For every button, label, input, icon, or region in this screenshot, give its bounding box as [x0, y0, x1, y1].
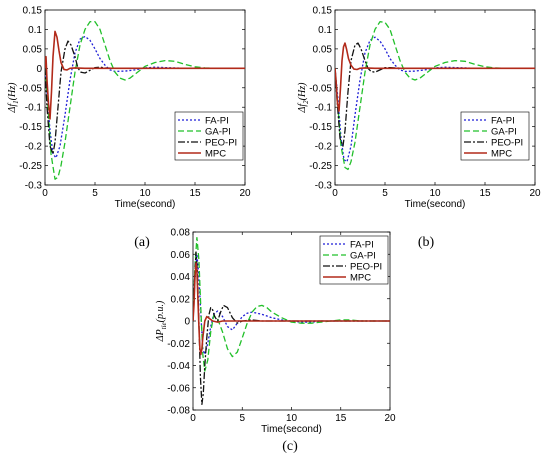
x-tick-label: 0: [332, 188, 338, 199]
y-tick-label: 0: [326, 64, 332, 75]
y-tick-label: -0.02: [167, 339, 190, 350]
y-tick-label: 0: [36, 64, 42, 75]
caption-b: (b): [418, 235, 435, 250]
y-axis-label: ΔPtie(p.u.): [155, 300, 168, 342]
y-tick-label: 0.1: [28, 25, 42, 36]
y-tick-label: -0.2: [315, 142, 333, 153]
series-group: [335, 21, 535, 171]
y-tick-label: -0.15: [309, 122, 332, 133]
x-tick-label: 10: [286, 413, 298, 424]
y-tick-label: -0.25: [19, 161, 42, 172]
x-tick-label: 10: [139, 188, 151, 199]
y-axis-label: Δf1(Hz): [7, 82, 20, 114]
legend-label: GA-PI: [350, 251, 376, 262]
legend-label: PEO-PI: [205, 138, 237, 149]
x-tick-label: 0: [190, 413, 196, 424]
y-tick-label: 0.15: [23, 6, 43, 17]
series-line-fa-pi: [45, 35, 245, 159]
x-tick-label: 5: [239, 413, 245, 424]
y-tick-label: -0.1: [315, 103, 333, 114]
x-tick-label: 20: [384, 413, 396, 424]
series-line-mpc: [45, 30, 245, 120]
chart-panel-b: 0 5 10 15 20 0.15 0.1 0.05 0 -0.05 -0.1 -0.15 -0.2 -0…: [297, 6, 541, 211]
y-tick-label: 0.06: [171, 250, 191, 261]
chart-panel-a: 0 5 10 15 20 0.15 0.1 0.05 0 -0.05 -0.1 -0.15 -0.2 -0…: [7, 6, 251, 211]
series-group: [45, 21, 245, 180]
y-tick-label: 0.04: [171, 272, 191, 283]
y-tick-label: -0.1: [25, 103, 43, 114]
chart-panel-c: 0 5 10 15 20 0.08 0.06 0.04 0.02 0 -0.02 -0.04 -0.06…: [155, 228, 396, 436]
y-tick-label: -0.05: [19, 83, 42, 94]
x-tick-label: 20: [239, 188, 251, 199]
y-tick-label: 0.08: [171, 228, 191, 239]
y-tick-label: -0.3: [315, 181, 333, 192]
legend-label: GA-PI: [205, 127, 231, 138]
x-axis-label: Time(second): [115, 199, 176, 210]
series-line-ga-pi: [45, 21, 245, 180]
x-axis-label: Time(second): [261, 424, 322, 435]
x-axis-label: Time(second): [405, 199, 466, 210]
series-line-ga-pi: [335, 21, 535, 171]
legend-label: MPC: [205, 149, 226, 160]
legend-label: PEO-PI: [350, 262, 382, 273]
legend-label: FA-PI: [205, 116, 229, 127]
legend-label: MPC: [491, 149, 512, 160]
x-tick-label: 5: [92, 188, 98, 199]
y-tick-label: 0.15: [313, 6, 333, 17]
series-line-mpc: [193, 262, 390, 356]
x-tick-label: 5: [382, 188, 388, 199]
x-tick-label: 15: [479, 188, 491, 199]
y-tick-label: -0.08: [167, 406, 190, 417]
y-axis-label: Δf2(Hz): [297, 82, 310, 114]
series-group: [193, 236, 390, 406]
legend-label: MPC: [350, 273, 371, 284]
y-tick-label: 0.05: [23, 44, 43, 55]
y-tick-label: -0.2: [25, 142, 43, 153]
legend-label: FA-PI: [491, 116, 515, 127]
x-tick-label: 15: [189, 188, 201, 199]
x-tick-label: 20: [529, 188, 541, 199]
y-tick-label: -0.15: [19, 122, 42, 133]
legend-label: PEO-PI: [491, 138, 523, 149]
caption-a: (a): [134, 235, 150, 250]
y-tick-label: -0.3: [25, 181, 43, 192]
y-tick-label: 0.1: [318, 25, 332, 36]
y-tick-label: -0.06: [167, 383, 190, 394]
x-tick-label: 10: [429, 188, 441, 199]
y-tick-label: -0.25: [309, 161, 332, 172]
x-tick-label: 15: [335, 413, 347, 424]
y-tick-label: 0: [184, 317, 190, 328]
caption-c: (c): [282, 439, 298, 454]
y-tick-label: -0.04: [167, 361, 190, 372]
y-tick-label: 0.05: [313, 44, 333, 55]
legend-label: GA-PI: [491, 127, 517, 138]
y-tick-label: -0.05: [309, 83, 332, 94]
legend-label: FA-PI: [350, 240, 374, 251]
x-tick-label: 0: [42, 188, 48, 199]
series-line-mpc: [335, 42, 535, 112]
y-tick-label: 0.02: [171, 294, 191, 305]
